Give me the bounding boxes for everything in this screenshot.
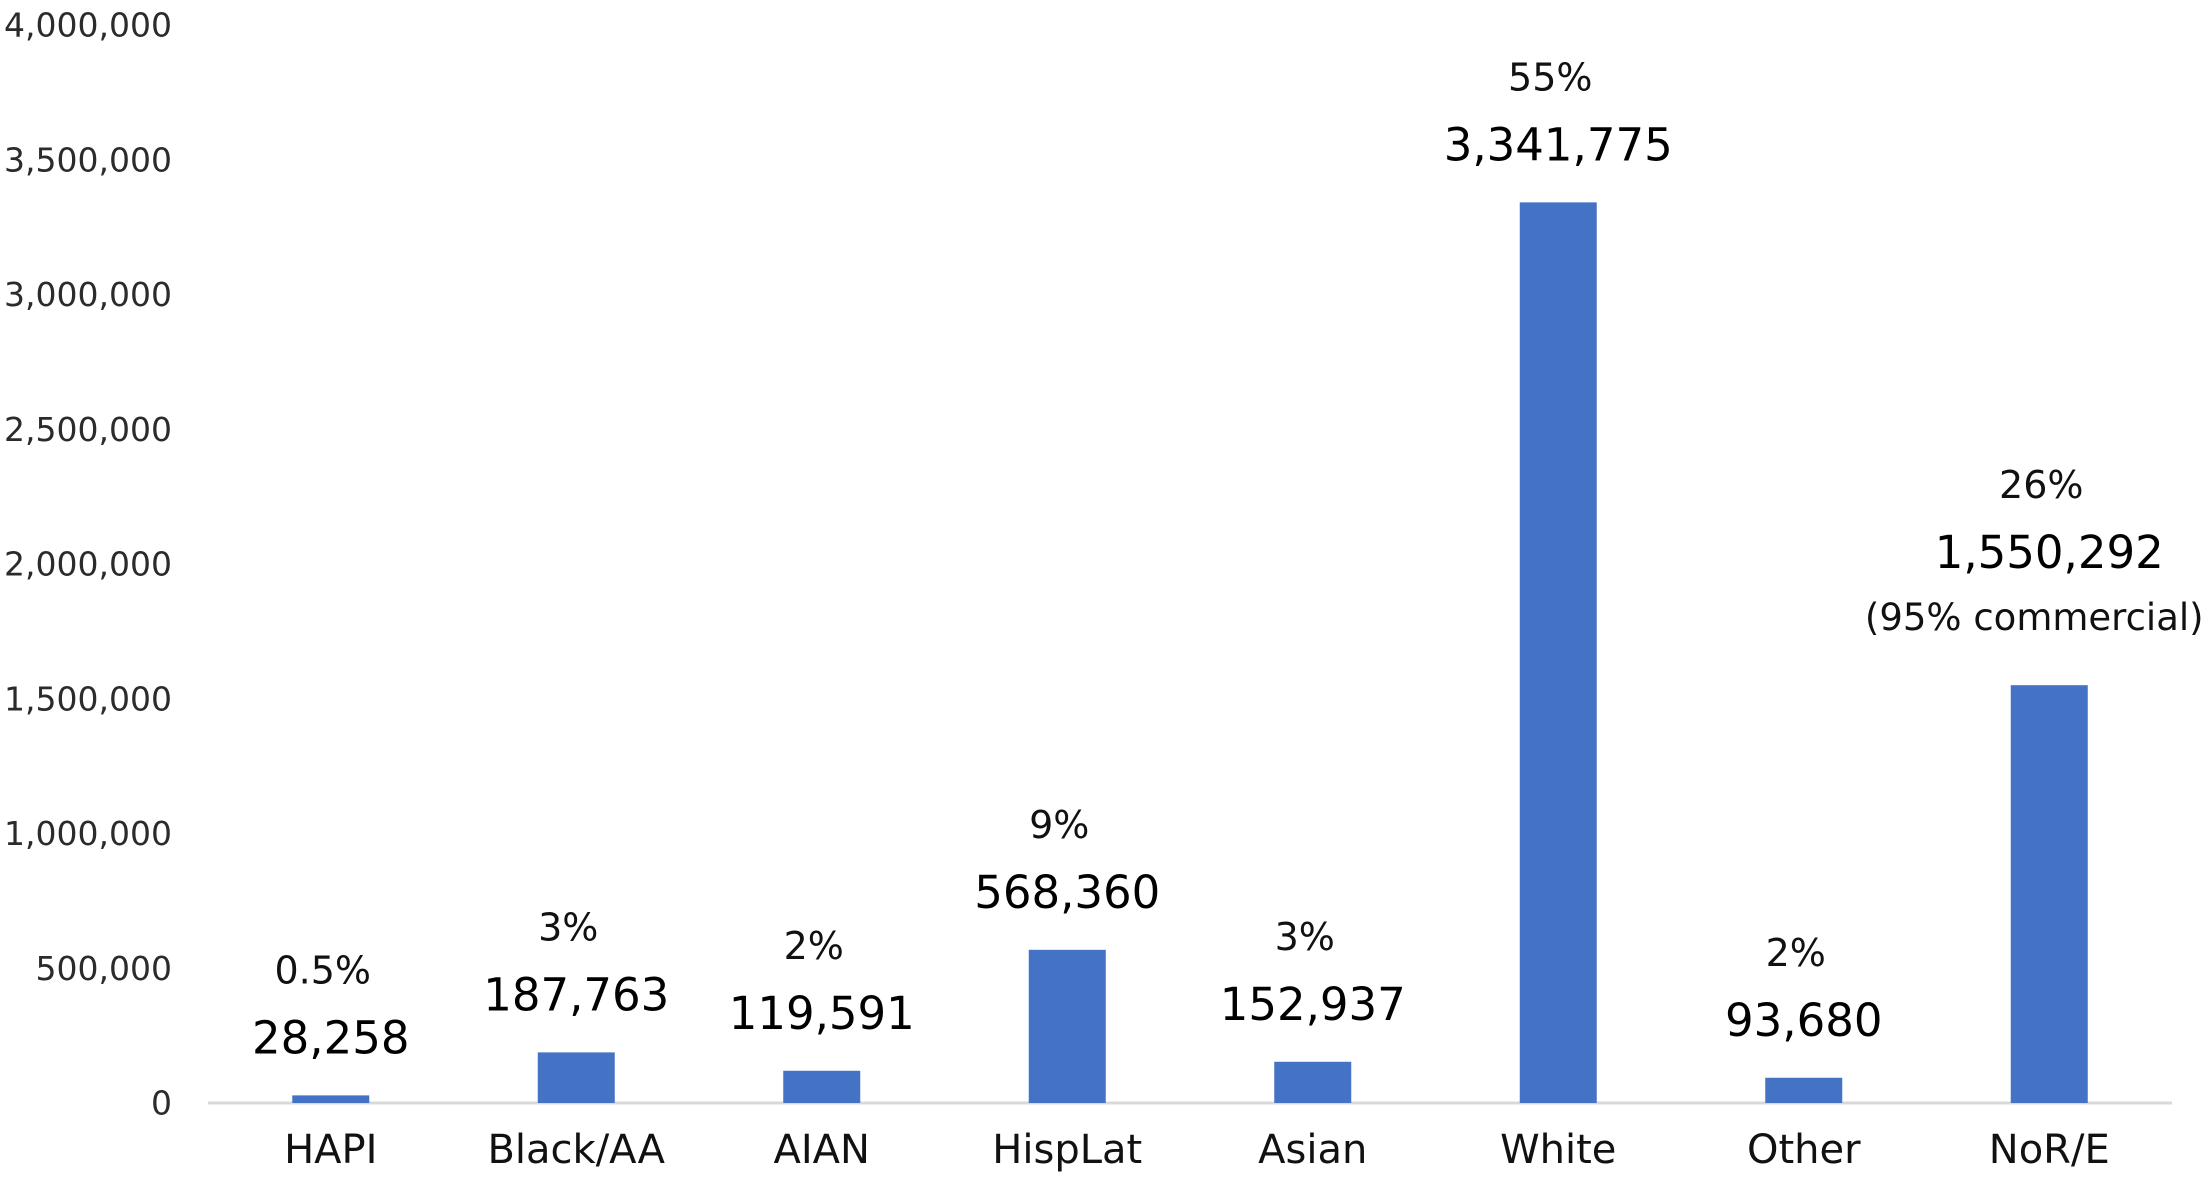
value-label: 119,591 bbox=[729, 987, 915, 1040]
x-tick-label: AIAN bbox=[774, 1127, 870, 1173]
percent-label: 9% bbox=[1029, 803, 1089, 847]
value-label: 187,763 bbox=[483, 968, 669, 1021]
x-tick-label: Black/AA bbox=[487, 1127, 665, 1173]
x-tick-label: Other bbox=[1747, 1127, 1861, 1173]
x-tick-label: NoR/E bbox=[1989, 1127, 2110, 1173]
percent-label: 3% bbox=[1275, 915, 1335, 959]
percent-label: 26% bbox=[1999, 463, 2083, 507]
bar-hapi bbox=[292, 1095, 370, 1103]
bar-nor-e bbox=[2010, 685, 2088, 1103]
x-axis: HAPI Black/AA AIAN HispLat Asian White Other No… bbox=[284, 1127, 2110, 1173]
y-tick-label: 2,500,000 bbox=[4, 410, 172, 449]
percent-label: 0.5% bbox=[274, 948, 371, 992]
x-tick-label: Asian bbox=[1258, 1127, 1367, 1173]
x-tick-label: HispLat bbox=[992, 1127, 1142, 1173]
x-tick-label: HAPI bbox=[284, 1127, 377, 1173]
y-tick-label: 3,000,000 bbox=[4, 275, 172, 314]
bar-black-aa bbox=[537, 1052, 615, 1103]
percent-label: 2% bbox=[1766, 931, 1826, 975]
annotation-label: (95% commercial) bbox=[1865, 596, 2204, 639]
value-label: 1,550,292 bbox=[1935, 526, 2164, 579]
percent-label: 3% bbox=[538, 905, 598, 949]
percent-label: 2% bbox=[784, 924, 844, 968]
y-axis: 0 500,000 1,000,000 1,500,000 2,000,000 2,500… bbox=[4, 6, 172, 1123]
bar-white bbox=[1519, 202, 1597, 1104]
y-tick-label: 3,500,000 bbox=[4, 140, 172, 179]
bar-hisplat bbox=[1028, 949, 1106, 1103]
y-tick-label: 4,000,000 bbox=[4, 6, 172, 45]
value-label: 152,937 bbox=[1220, 978, 1406, 1031]
value-label: 28,258 bbox=[252, 1011, 409, 1064]
value-label: 3,341,775 bbox=[1444, 118, 1673, 171]
y-tick-label: 500,000 bbox=[36, 949, 172, 988]
data-labels: 28,258 0.5% 187,763 3% 119,591 2% 568,360 9% 152… bbox=[252, 55, 2204, 1064]
percent-label: 55% bbox=[1508, 55, 1592, 99]
y-tick-label: 2,000,000 bbox=[4, 545, 172, 584]
value-label: 93,680 bbox=[1725, 994, 1882, 1047]
x-tick-label: White bbox=[1500, 1127, 1616, 1173]
bar-aian bbox=[783, 1070, 861, 1103]
value-label: 568,360 bbox=[974, 866, 1160, 919]
bar-other bbox=[1765, 1077, 1843, 1103]
bar-asian bbox=[1274, 1061, 1352, 1103]
y-tick-label: 0 bbox=[151, 1084, 172, 1123]
y-tick-label: 1,000,000 bbox=[4, 814, 172, 853]
y-tick-label: 1,500,000 bbox=[4, 679, 172, 718]
bars bbox=[292, 202, 2088, 1104]
